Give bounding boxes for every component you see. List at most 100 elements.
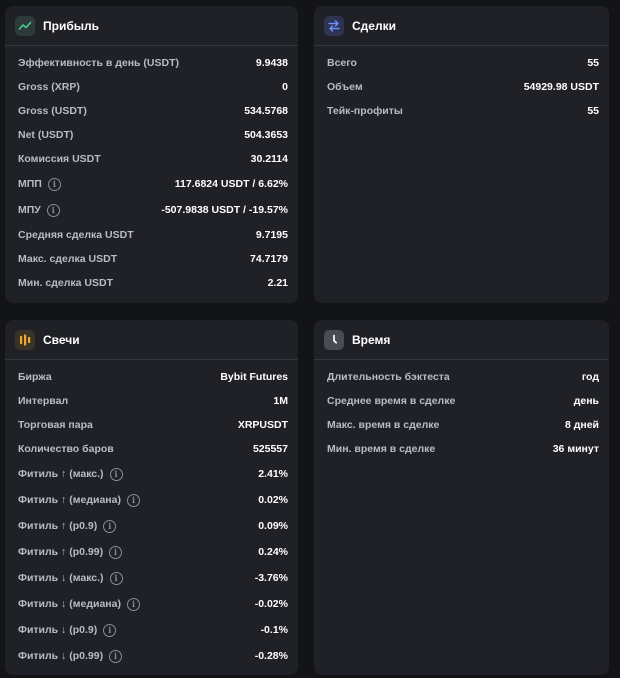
candles-row-bar-count: Количество баров 525557 bbox=[5, 437, 298, 461]
row-value: -0.02% bbox=[254, 598, 288, 610]
row-label: Эффективность в день (USDT) bbox=[18, 57, 179, 69]
info-icon[interactable]: i bbox=[47, 177, 61, 191]
profit-row-gross-xrp: Gross (XRP) 0 bbox=[5, 75, 298, 99]
row-label: Комиссия USDT bbox=[18, 153, 101, 165]
row-label: Биржа bbox=[18, 371, 52, 383]
row-label: Фитиль ↑ (макс.) bbox=[18, 468, 104, 480]
row-label: Тейк-профиты bbox=[327, 105, 403, 117]
profit-card-title: Прибыль bbox=[43, 18, 99, 33]
row-label: Количество баров bbox=[18, 443, 114, 455]
row-value: 117.6824 USDT / 6.62% bbox=[174, 178, 288, 190]
row-label: Средняя сделка USDT bbox=[18, 229, 134, 241]
profit-row-commission: Комиссия USDT 30.2114 bbox=[5, 147, 298, 171]
row-value: 9.9438 bbox=[255, 57, 288, 69]
row-label: Длительность бэктеста bbox=[327, 371, 450, 383]
row-label: Фитиль ↑ (медиана) bbox=[18, 494, 121, 506]
deals-card-header: Сделки bbox=[314, 6, 609, 46]
row-label: Gross (XRP) bbox=[18, 81, 80, 93]
candlestick-icon bbox=[15, 329, 35, 350]
row-value: 534.5768 bbox=[244, 105, 288, 117]
candles-rows: Биржа Bybit Futures Интервал 1M Торговая п… bbox=[5, 360, 298, 669]
row-label: Фитиль ↑ (p0.9) bbox=[18, 520, 98, 532]
row-label: Среднее время в сделке bbox=[327, 395, 456, 407]
row-value: 55 bbox=[587, 105, 599, 117]
row-label-container: Фитиль ↓ (p0.99) i bbox=[18, 649, 123, 663]
candles-row-exchange: Биржа Bybit Futures bbox=[5, 365, 298, 389]
swap-arrows-icon bbox=[324, 15, 344, 36]
row-value: 30.2114 bbox=[250, 153, 288, 165]
info-icon[interactable]: i bbox=[109, 467, 123, 481]
row-value: -507.9838 USDT / -19.57% bbox=[161, 204, 288, 216]
row-label: Мин. сделка USDT bbox=[18, 277, 113, 289]
candles-row-wick-up-median: Фитиль ↑ (медиана) i 0.02% bbox=[5, 487, 298, 513]
row-label: Объем bbox=[327, 81, 363, 93]
row-label: Фитиль ↑ (p0.99) bbox=[18, 546, 104, 558]
info-icon[interactable]: i bbox=[126, 597, 140, 611]
candles-card-title: Свечи bbox=[43, 332, 80, 347]
candles-row-wick-up-p09: Фитиль ↑ (p0.9) i 0.09% bbox=[5, 513, 298, 539]
row-label: Макс. время в сделке bbox=[327, 419, 440, 431]
row-value: день bbox=[573, 395, 599, 407]
row-label: Торговая пара bbox=[18, 419, 93, 431]
row-value: 36 минут bbox=[552, 443, 599, 455]
row-label: МПУ bbox=[18, 204, 41, 216]
deals-row-volume: Объем 54929.98 USDT bbox=[314, 75, 609, 99]
row-value: -0.28% bbox=[254, 650, 288, 662]
row-value: 0.02% bbox=[258, 494, 288, 506]
row-value: 55 bbox=[587, 57, 599, 69]
row-label-container: МПП i bbox=[18, 177, 61, 191]
candles-row-wick-down-p09: Фитиль ↓ (p0.9) i -0.1% bbox=[5, 617, 298, 643]
time-row-duration: Длительность бэктеста год bbox=[314, 365, 609, 389]
row-value: 0.24% bbox=[258, 546, 288, 558]
time-row-min: Мин. время в сделке 36 минут bbox=[314, 437, 609, 461]
row-label: Фитиль ↓ (макс.) bbox=[18, 572, 104, 584]
row-value: 2.41% bbox=[258, 468, 288, 480]
info-icon[interactable]: i bbox=[126, 493, 140, 507]
row-label: Всего bbox=[327, 57, 357, 69]
profit-row-min-deal: Мин. сделка USDT 2.21 bbox=[5, 271, 298, 295]
deals-row-total: Всего 55 bbox=[314, 51, 609, 75]
row-value: -0.1% bbox=[260, 624, 288, 636]
row-value: Bybit Futures bbox=[220, 371, 288, 383]
candles-row-wick-down-p099: Фитиль ↓ (p0.99) i -0.28% bbox=[5, 643, 298, 669]
row-label-container: Фитиль ↑ (p0.9) i bbox=[18, 519, 117, 533]
profit-rows: Эффективность в день (USDT) 9.9438 Gross … bbox=[5, 46, 298, 295]
row-value: 54929.98 USDT bbox=[523, 81, 599, 93]
profit-row-avg-deal: Средняя сделка USDT 9.7195 bbox=[5, 223, 298, 247]
candles-row-pair: Торговая пара XRPUSDT bbox=[5, 413, 298, 437]
candles-card: Свечи Биржа Bybit Futures Интервал 1M Торг… bbox=[5, 320, 298, 675]
row-label: Gross (USDT) bbox=[18, 105, 87, 117]
candles-row-wick-up-p099: Фитиль ↑ (p0.99) i 0.24% bbox=[5, 539, 298, 565]
profit-card: Прибыль Эффективность в день (USDT) 9.943… bbox=[5, 6, 298, 303]
profit-row-mpu: МПУ i -507.9838 USDT / -19.57% bbox=[5, 197, 298, 223]
time-card-title: Время bbox=[352, 332, 391, 347]
row-label: Фитиль ↓ (p0.9) bbox=[18, 624, 98, 636]
row-label: Фитиль ↓ (p0.99) bbox=[18, 650, 104, 662]
info-icon[interactable]: i bbox=[46, 203, 60, 217]
row-value: 1M bbox=[273, 395, 288, 407]
row-label: Net (USDT) bbox=[18, 129, 74, 141]
candles-row-wick-down-median: Фитиль ↓ (медиана) i -0.02% bbox=[5, 591, 298, 617]
info-icon[interactable]: i bbox=[109, 545, 123, 559]
row-value: год bbox=[581, 371, 599, 383]
profit-row-max-deal: Макс. сделка USDT 74.7179 bbox=[5, 247, 298, 271]
row-value: 2.21 bbox=[267, 277, 288, 289]
candles-row-wick-up-max: Фитиль ↑ (макс.) i 2.41% bbox=[5, 461, 298, 487]
clock-icon bbox=[324, 329, 344, 350]
time-card-header: Время bbox=[314, 320, 609, 360]
row-label-container: Фитиль ↓ (медиана) i bbox=[18, 597, 140, 611]
info-icon[interactable]: i bbox=[103, 623, 117, 637]
row-label: МПП bbox=[18, 178, 42, 190]
time-card: Время Длительность бэктеста год Среднее в… bbox=[314, 320, 609, 675]
info-icon[interactable]: i bbox=[109, 571, 123, 585]
row-value: 504.3653 bbox=[244, 129, 288, 141]
candles-card-header: Свечи bbox=[5, 320, 298, 360]
row-value: -3.76% bbox=[254, 572, 288, 584]
info-icon[interactable]: i bbox=[109, 649, 123, 663]
info-icon[interactable]: i bbox=[103, 519, 117, 533]
time-row-max: Макс. время в сделке 8 дней bbox=[314, 413, 609, 437]
candles-row-wick-down-max: Фитиль ↓ (макс.) i -3.76% bbox=[5, 565, 298, 591]
row-label: Мин. время в сделке bbox=[327, 443, 436, 455]
row-label: Фитиль ↓ (медиана) bbox=[18, 598, 121, 610]
row-label: Макс. сделка USDT bbox=[18, 253, 118, 265]
